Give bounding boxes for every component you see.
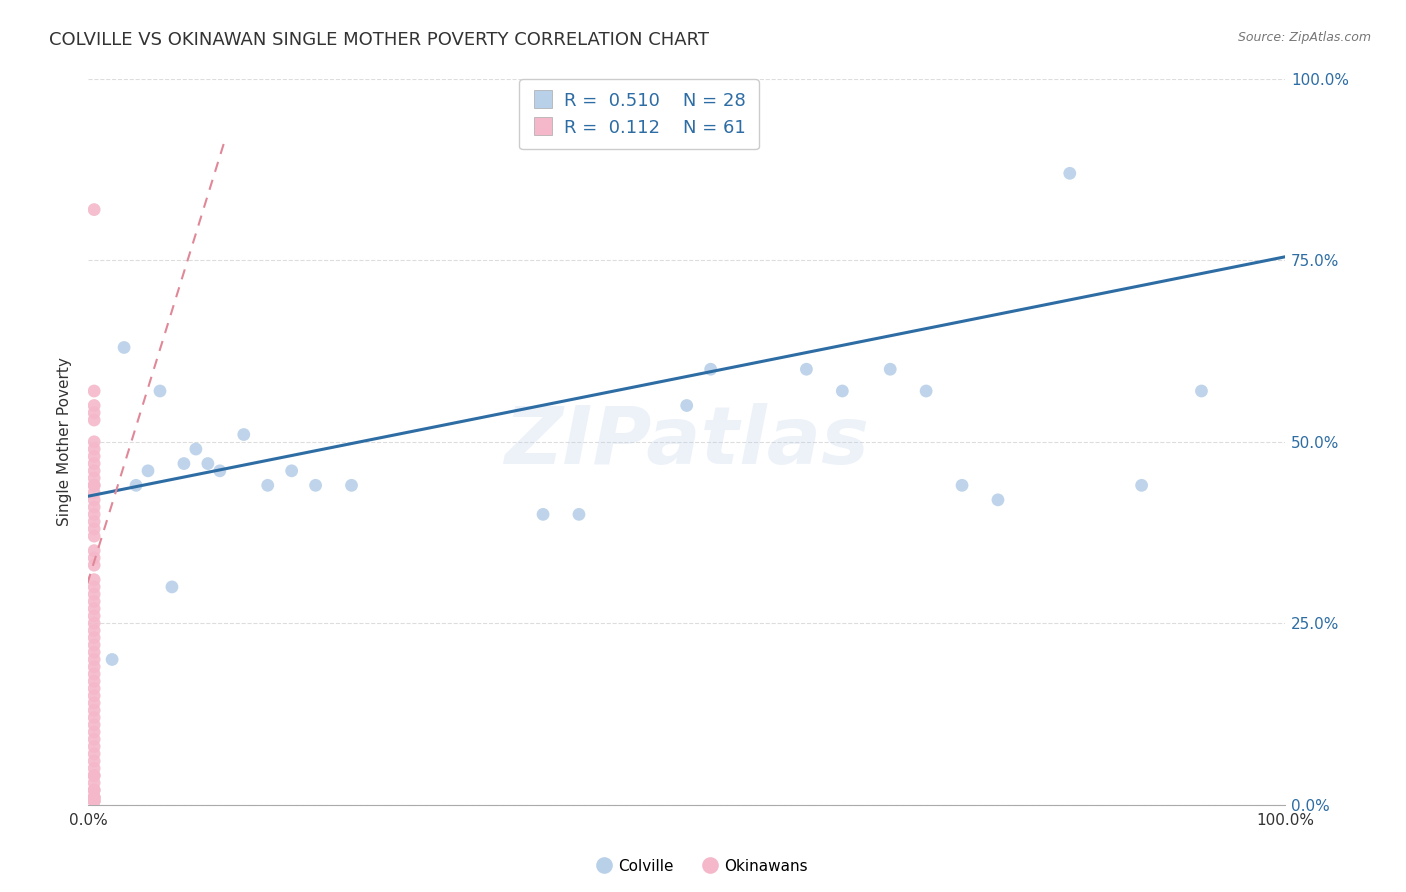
Text: ZIPatlas: ZIPatlas — [505, 403, 869, 481]
Point — [83, 550, 105, 565]
Point — [83, 508, 105, 522]
Point — [83, 434, 105, 449]
Point — [83, 667, 105, 681]
Y-axis label: Single Mother Poverty: Single Mother Poverty — [58, 358, 72, 526]
Point — [83, 794, 105, 808]
Point — [83, 790, 105, 805]
Point — [83, 478, 105, 492]
Point — [83, 202, 105, 217]
Point — [83, 478, 105, 492]
Point — [83, 718, 105, 732]
Point — [280, 464, 302, 478]
Point — [83, 624, 105, 638]
Point — [1130, 478, 1153, 492]
Point — [83, 761, 105, 775]
Point — [568, 508, 591, 522]
Point — [83, 747, 105, 761]
Point — [83, 384, 105, 398]
Point — [83, 485, 105, 500]
Point — [83, 790, 105, 805]
Point — [112, 341, 135, 355]
Point — [831, 384, 853, 398]
Text: COLVILLE VS OKINAWAN SINGLE MOTHER POVERTY CORRELATION CHART: COLVILLE VS OKINAWAN SINGLE MOTHER POVER… — [49, 31, 709, 49]
Point — [136, 464, 159, 478]
Point — [83, 696, 105, 710]
Point — [160, 580, 183, 594]
Point — [915, 384, 938, 398]
Point — [83, 794, 105, 808]
Point — [83, 580, 105, 594]
Point — [83, 783, 105, 797]
Point — [101, 652, 124, 666]
Point — [83, 689, 105, 703]
Point — [184, 442, 207, 456]
Point — [1191, 384, 1213, 398]
Point — [83, 601, 105, 615]
Point — [83, 399, 105, 413]
Point — [83, 616, 105, 631]
Point — [304, 478, 326, 492]
Point — [83, 500, 105, 514]
Point — [1059, 166, 1081, 180]
Point — [83, 464, 105, 478]
Point — [83, 609, 105, 624]
Point — [83, 631, 105, 645]
Point — [83, 638, 105, 652]
Point — [83, 457, 105, 471]
Point — [83, 515, 105, 529]
Point — [83, 558, 105, 573]
Point — [987, 492, 1010, 507]
Point — [83, 794, 105, 808]
Point — [149, 384, 172, 398]
Point — [83, 442, 105, 456]
Point — [256, 478, 278, 492]
Point — [83, 783, 105, 797]
Point — [83, 776, 105, 790]
Point — [83, 471, 105, 485]
Point — [83, 522, 105, 536]
Point — [83, 594, 105, 608]
Point — [950, 478, 973, 492]
Point — [83, 754, 105, 768]
Point — [232, 427, 254, 442]
Point — [83, 768, 105, 782]
Point — [83, 543, 105, 558]
Legend: R =  0.510    N = 28, R =  0.112    N = 61: R = 0.510 N = 28, R = 0.112 N = 61 — [519, 79, 759, 149]
Point — [83, 725, 105, 739]
Point — [197, 457, 219, 471]
Point — [125, 478, 148, 492]
Point — [83, 587, 105, 601]
Point — [83, 790, 105, 805]
Legend: Colville, Okinawans: Colville, Okinawans — [592, 853, 814, 880]
Point — [83, 573, 105, 587]
Point — [83, 739, 105, 754]
Point — [83, 406, 105, 420]
Text: Source: ZipAtlas.com: Source: ZipAtlas.com — [1237, 31, 1371, 45]
Point — [83, 681, 105, 696]
Point — [675, 399, 697, 413]
Point — [83, 732, 105, 747]
Point — [208, 464, 231, 478]
Point — [83, 645, 105, 659]
Point — [879, 362, 901, 376]
Point — [340, 478, 363, 492]
Point — [83, 529, 105, 543]
Point — [796, 362, 818, 376]
Point — [83, 652, 105, 666]
Point — [83, 659, 105, 673]
Point — [83, 492, 105, 507]
Point — [173, 457, 195, 471]
Point — [83, 768, 105, 782]
Point — [83, 450, 105, 464]
Point — [531, 508, 554, 522]
Point — [83, 413, 105, 427]
Point — [699, 362, 721, 376]
Point — [83, 710, 105, 724]
Point — [83, 703, 105, 717]
Point — [83, 674, 105, 689]
